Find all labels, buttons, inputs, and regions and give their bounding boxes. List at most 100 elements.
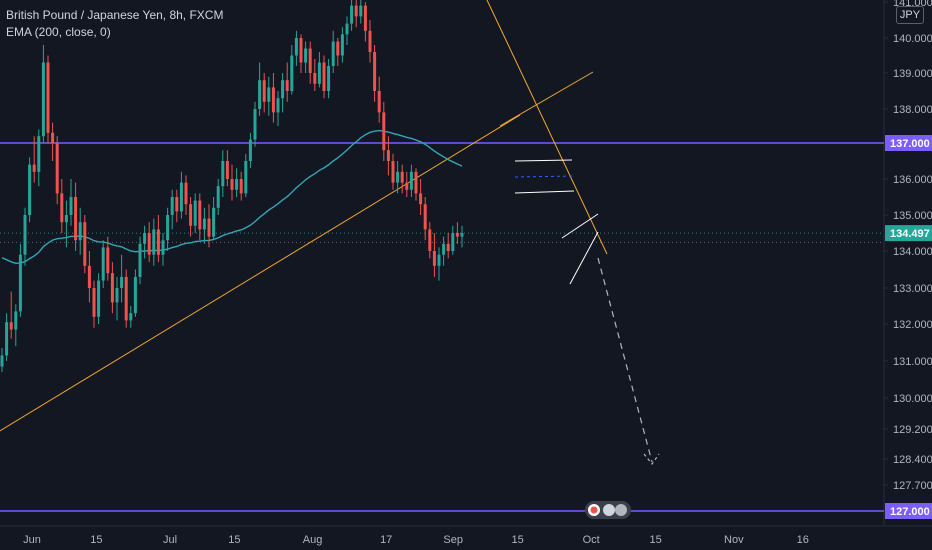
candle bbox=[281, 73, 285, 113]
candle-body bbox=[193, 200, 197, 226]
descending-trendline[interactable] bbox=[486, 0, 608, 255]
candle bbox=[290, 45, 294, 95]
wedge-upper-line[interactable] bbox=[561, 213, 599, 239]
candle bbox=[248, 132, 252, 169]
x-tick-label: Jul bbox=[163, 534, 177, 546]
candle bbox=[147, 222, 151, 263]
candle bbox=[235, 168, 239, 197]
candle-body bbox=[18, 254, 22, 312]
candle bbox=[138, 236, 142, 285]
candle bbox=[336, 38, 340, 66]
candle-body bbox=[368, 30, 372, 52]
y-tick-label: 138.000 bbox=[893, 104, 932, 116]
x-tick-label: 15 bbox=[90, 534, 102, 546]
candle-body bbox=[138, 243, 142, 277]
y-tick-label: 128.400 bbox=[893, 454, 932, 466]
candle bbox=[225, 150, 229, 187]
candle-body bbox=[253, 109, 257, 140]
last-price-tag[interactable] bbox=[885, 225, 932, 242]
candle bbox=[359, 0, 363, 24]
candle bbox=[55, 136, 59, 205]
axes-layer: 141.000 140.000 139.000 138.000 137.000 136.0… bbox=[23, 0, 932, 546]
candle bbox=[451, 225, 455, 255]
candle-body bbox=[179, 182, 183, 212]
candle-body bbox=[221, 161, 225, 187]
candle bbox=[5, 313, 9, 361]
time-axis[interactable] bbox=[0, 526, 932, 550]
candle-body bbox=[225, 161, 229, 179]
candle bbox=[198, 193, 202, 241]
channel-mid-line bbox=[514, 175, 576, 178]
rising-trendline[interactable] bbox=[0, 114, 521, 432]
candle bbox=[221, 150, 225, 197]
candle bbox=[322, 55, 326, 99]
candle-body bbox=[202, 218, 206, 230]
y-tick-label: 132.000 bbox=[893, 319, 932, 331]
candle-body bbox=[276, 98, 280, 113]
currency-badge[interactable]: JPY bbox=[896, 6, 924, 24]
candle-body bbox=[37, 136, 41, 172]
candle bbox=[262, 73, 266, 113]
candle-body bbox=[152, 229, 156, 255]
candle bbox=[14, 304, 18, 347]
candle bbox=[446, 233, 450, 259]
y-tick-label: 130.000 bbox=[893, 393, 932, 405]
projection-arrow-line[interactable] bbox=[597, 257, 653, 463]
level-price-tag-1[interactable] bbox=[885, 503, 932, 519]
candle-body bbox=[87, 265, 91, 288]
x-tick-label: Sep bbox=[443, 534, 463, 546]
candle-body bbox=[133, 276, 137, 314]
candle-body bbox=[350, 5, 354, 24]
x-tick-label: 17 bbox=[380, 534, 392, 546]
x-tick-label: Oct bbox=[583, 534, 600, 546]
candle bbox=[18, 243, 22, 317]
candle-body bbox=[359, 5, 363, 17]
candle-body bbox=[451, 233, 455, 251]
candle-body bbox=[262, 80, 266, 102]
trendline-extension[interactable] bbox=[499, 71, 594, 127]
candle-body bbox=[184, 182, 188, 205]
candle bbox=[129, 306, 133, 328]
candle bbox=[175, 189, 179, 223]
candle-body bbox=[120, 276, 124, 288]
candle-body bbox=[304, 48, 308, 63]
candle bbox=[179, 171, 183, 219]
candle-body bbox=[409, 171, 413, 190]
candle bbox=[97, 273, 101, 324]
x-tick-label: Nov bbox=[724, 534, 744, 546]
channel-bottom-line[interactable] bbox=[514, 190, 575, 194]
x-tick-label: 15 bbox=[511, 534, 523, 546]
candle-body bbox=[299, 38, 303, 63]
candle bbox=[120, 254, 124, 303]
level-price-tag-0[interactable] bbox=[885, 135, 932, 151]
candle-body bbox=[308, 48, 312, 73]
candle-body bbox=[32, 164, 36, 172]
candle bbox=[92, 280, 96, 328]
projection-arrow-head bbox=[643, 453, 660, 466]
candle-body bbox=[382, 112, 386, 151]
channel-top-line[interactable] bbox=[514, 159, 573, 162]
symbol-title[interactable]: British Pound / Japanese Yen, 8h, FXCM bbox=[6, 8, 224, 22]
event-marker-group[interactable] bbox=[585, 501, 631, 519]
candle-body bbox=[391, 161, 395, 183]
candle-body bbox=[363, 5, 367, 31]
candle bbox=[253, 101, 257, 147]
price-axis[interactable] bbox=[884, 0, 932, 550]
indicator-title[interactable]: EMA (200, close, 0) bbox=[6, 25, 111, 39]
candle-body bbox=[143, 233, 147, 244]
candle-body bbox=[124, 276, 128, 321]
candle bbox=[285, 62, 289, 102]
ema-layer bbox=[1, 129, 463, 265]
candle bbox=[23, 207, 27, 266]
y-tick-label: 136.000 bbox=[893, 174, 932, 186]
candle-body bbox=[51, 132, 55, 143]
candle-body bbox=[437, 254, 441, 266]
candle bbox=[391, 153, 395, 190]
candle-body bbox=[216, 186, 220, 208]
candle-body bbox=[175, 197, 179, 212]
ema-line[interactable] bbox=[1, 129, 463, 265]
candle-body bbox=[442, 243, 446, 255]
wedge-lower-line[interactable] bbox=[569, 231, 599, 285]
